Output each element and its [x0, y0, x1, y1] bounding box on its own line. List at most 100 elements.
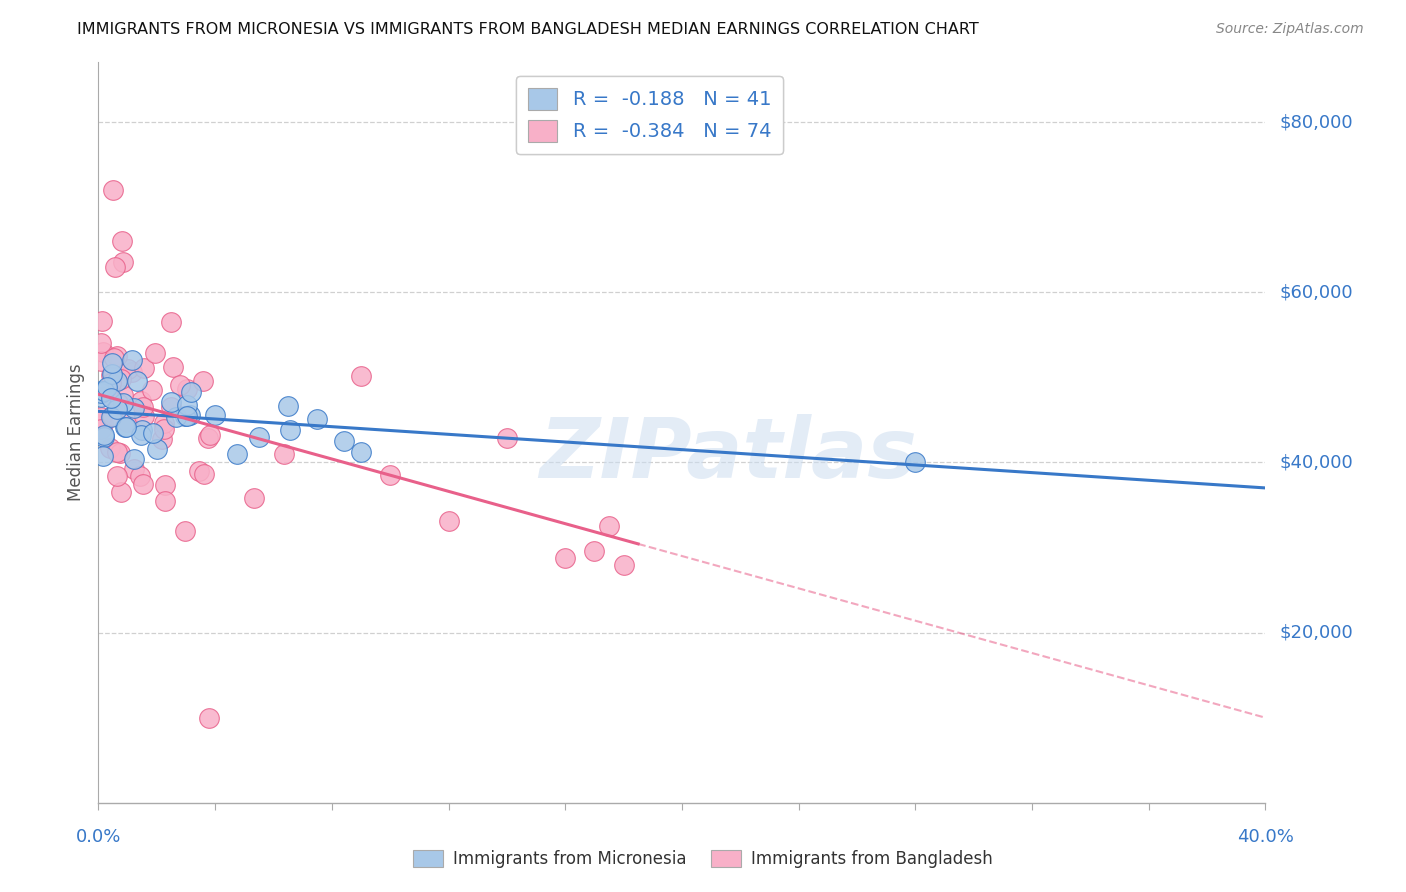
Point: [121, 353, 143, 368]
Point: [122, 461, 145, 475]
Point: [179, 409, 201, 423]
Point: [176, 398, 198, 412]
Point: [111, 387, 134, 401]
Point: [100, 442, 122, 456]
Point: [165, 410, 187, 425]
Text: 0.0%: 0.0%: [76, 828, 121, 846]
Point: [159, 395, 181, 409]
Point: [153, 478, 176, 492]
Point: [332, 434, 354, 449]
Point: [105, 445, 128, 459]
Point: [204, 409, 226, 423]
Legend: R =  -0.188   N = 41, R =  -0.384   N = 74: R = -0.188 N = 41, R = -0.384 N = 74: [516, 76, 783, 153]
Point: [100, 367, 122, 381]
Point: [90, 314, 112, 328]
Point: [197, 431, 219, 445]
Point: [91, 345, 114, 359]
Point: [174, 409, 197, 424]
Point: [90, 353, 112, 368]
Point: [122, 452, 145, 467]
Point: [117, 415, 139, 429]
Point: [159, 400, 181, 414]
Point: [191, 374, 214, 388]
Text: $60,000: $60,000: [1279, 283, 1353, 301]
Point: [496, 431, 519, 445]
Point: [129, 427, 152, 442]
Point: [583, 544, 606, 558]
Text: 40.0%: 40.0%: [1237, 828, 1294, 846]
Point: [90, 421, 112, 435]
Point: [90, 390, 112, 404]
Point: [153, 493, 176, 508]
Point: [176, 382, 198, 396]
Legend: Immigrants from Micronesia, Immigrants from Bangladesh: Immigrants from Micronesia, Immigrants f…: [406, 843, 1000, 875]
Point: [101, 409, 124, 424]
Point: [169, 377, 191, 392]
Point: [90, 384, 112, 398]
Point: [110, 485, 132, 500]
Point: [142, 425, 165, 440]
Point: [111, 255, 134, 269]
Point: [350, 445, 373, 459]
Point: [437, 514, 460, 528]
Point: [198, 428, 221, 442]
Point: [554, 551, 576, 566]
Point: [114, 420, 136, 434]
Point: [93, 384, 115, 399]
Point: [132, 409, 155, 423]
Point: [162, 359, 184, 374]
Point: [129, 393, 152, 408]
Point: [193, 467, 215, 481]
Point: [93, 417, 115, 432]
Point: [129, 469, 152, 483]
Point: [122, 401, 145, 416]
Text: Source: ZipAtlas.com: Source: ZipAtlas.com: [1216, 22, 1364, 37]
Point: [150, 432, 173, 446]
Point: [100, 376, 122, 390]
Point: [90, 335, 112, 350]
Point: [226, 447, 249, 461]
Point: [101, 366, 124, 380]
Point: [121, 365, 143, 379]
Point: [307, 412, 329, 426]
Point: [93, 430, 115, 444]
Point: [110, 371, 132, 385]
Point: [904, 455, 927, 469]
Point: [101, 356, 124, 370]
Point: [115, 419, 138, 434]
Point: [198, 711, 221, 725]
Point: [143, 346, 166, 360]
Point: [273, 447, 295, 461]
Point: [598, 518, 620, 533]
Point: [127, 374, 149, 388]
Point: [176, 409, 198, 423]
Point: [380, 467, 402, 482]
Point: [278, 424, 301, 438]
Text: ZIPatlas: ZIPatlas: [540, 414, 918, 495]
Point: [105, 468, 128, 483]
Point: [100, 391, 122, 405]
Point: [105, 374, 128, 388]
Point: [107, 349, 129, 363]
Point: [174, 524, 197, 538]
Point: [111, 234, 134, 248]
Point: [104, 260, 127, 275]
Point: [90, 385, 112, 400]
Text: $40,000: $40,000: [1279, 453, 1353, 471]
Point: [159, 315, 181, 329]
Point: [100, 409, 122, 424]
Point: [612, 558, 634, 572]
Point: [93, 428, 115, 442]
Point: [187, 464, 209, 478]
Point: [90, 414, 112, 428]
Point: [350, 368, 373, 383]
Point: [117, 362, 139, 376]
Point: [277, 399, 299, 413]
Point: [97, 388, 120, 402]
Point: [112, 396, 135, 410]
Point: [131, 477, 153, 491]
Point: [103, 351, 125, 365]
Point: [105, 401, 128, 416]
Point: [100, 368, 122, 382]
Point: [107, 396, 129, 410]
